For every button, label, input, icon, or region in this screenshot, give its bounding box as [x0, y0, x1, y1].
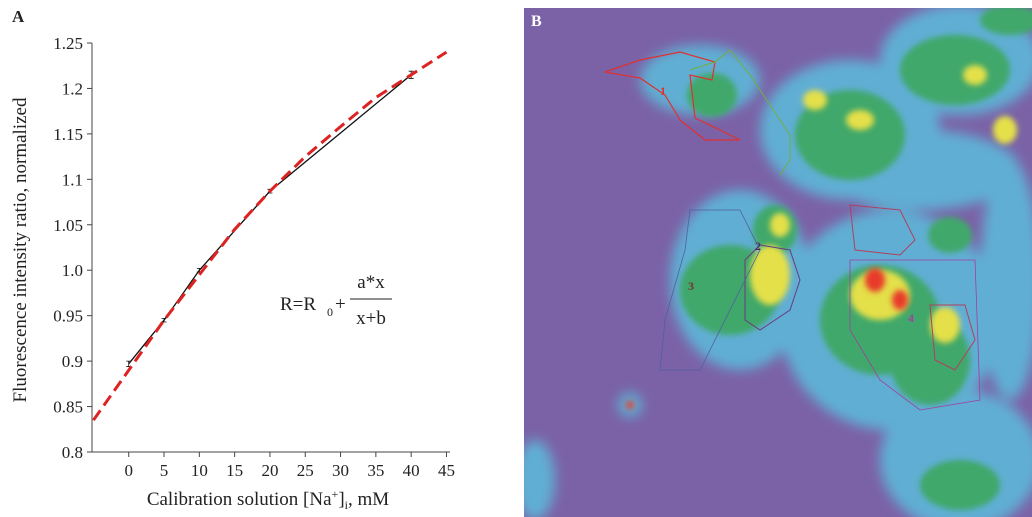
fit-curve: [92, 50, 448, 422]
y-tick-label: 1.0: [62, 261, 83, 280]
y-tick-label: 0.95: [53, 307, 83, 326]
roi-label: 4: [908, 311, 914, 325]
x-tick-label: 30: [332, 461, 349, 480]
roi-label: 1: [660, 84, 666, 98]
x-axis-label-unit: , mM: [348, 489, 389, 510]
equation-numerator: a*x: [357, 272, 385, 293]
x-tick-label: 20: [261, 461, 278, 480]
equation-sub: 0: [327, 305, 333, 319]
x-axis-label-sup: +: [332, 487, 339, 501]
equation-plus: +: [335, 294, 346, 315]
x-axis-label-sub: i: [345, 498, 349, 512]
x-tick-label: 5: [160, 461, 169, 480]
x-tick-label: 10: [191, 461, 208, 480]
roi-label: 3: [688, 279, 694, 293]
x-tick-label: 15: [226, 461, 243, 480]
y-tick-label: 1.2: [62, 79, 83, 98]
y-tick-label: 1.15: [53, 125, 83, 144]
x-tick-label: 40: [403, 461, 420, 480]
x-axis-label-text: Calibration solution [Na: [147, 489, 332, 510]
y-tick-label: 1.1: [62, 170, 83, 189]
y-tick-label: 1.25: [53, 34, 83, 53]
y-tick-label: 0.9: [62, 352, 83, 371]
x-axis-label: Calibration solution [Na+]i, mM: [147, 487, 389, 512]
x-axis-label-close: ]: [338, 489, 344, 510]
panel-label: A: [12, 7, 25, 26]
x-tick-label: 0: [124, 461, 133, 480]
y-tick-label: 0.8: [62, 443, 83, 462]
equation-lhs: R=R: [280, 294, 316, 315]
y-axis-label: Fluorescence intensity ratio, normalized: [10, 97, 31, 402]
x-tick-label: 45: [438, 461, 455, 480]
y-tick-label: 1.05: [53, 216, 83, 235]
x-tick-label: 35: [367, 461, 384, 480]
panel-label: B: [531, 13, 542, 30]
y-tick-label: 0.85: [53, 398, 83, 417]
x-tick-label: 25: [297, 461, 314, 480]
micrograph: [524, 8, 1032, 517]
roi-label: 2: [755, 239, 761, 253]
equation-denominator: x+b: [356, 308, 386, 329]
